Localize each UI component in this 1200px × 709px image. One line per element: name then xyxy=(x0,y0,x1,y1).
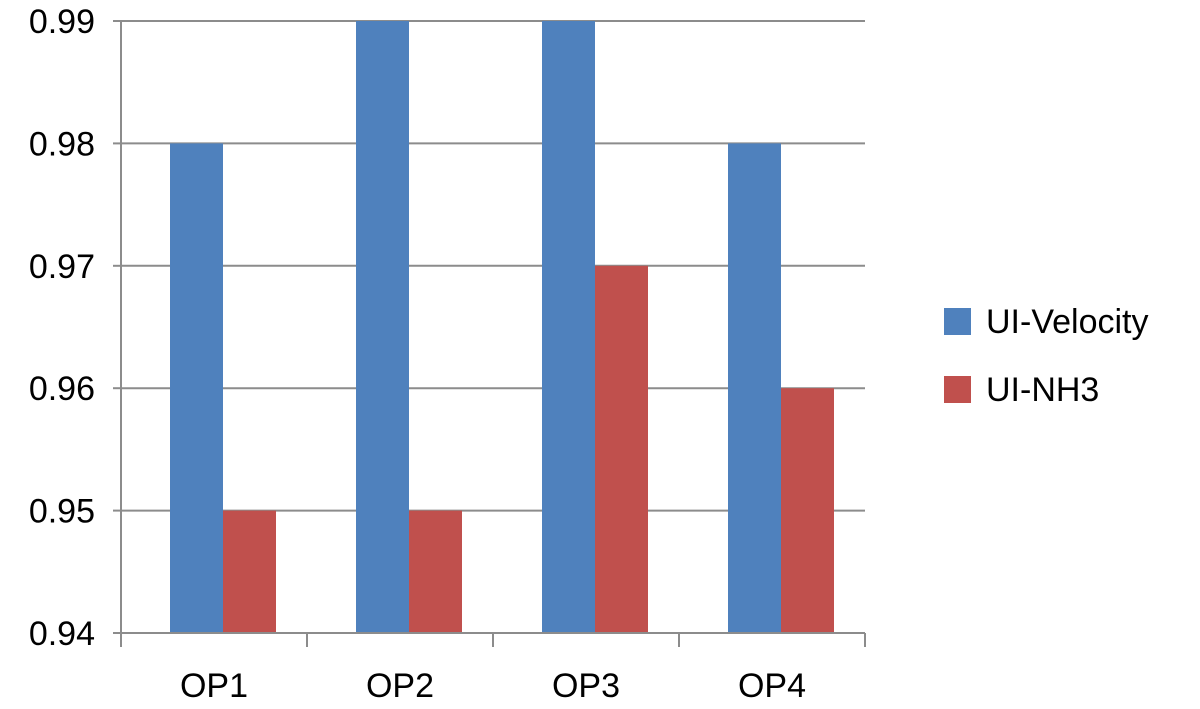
bar-ui-nh3-op2 xyxy=(409,510,462,633)
legend-label-ui-nh3: UI-NH3 xyxy=(986,371,1099,409)
axes xyxy=(113,20,866,647)
bar-ui-velocity-op2 xyxy=(356,21,409,633)
y-axis-tick-labels: 0.94 0.95 0.96 0.97 0.98 0.99 xyxy=(29,3,95,653)
bar-ui-nh3-op3 xyxy=(595,265,648,633)
x-tick-label: OP2 xyxy=(366,667,434,705)
x-tick-label: OP3 xyxy=(552,667,620,705)
bar-ui-velocity-op4 xyxy=(728,143,781,633)
y-tick-label: 0.97 xyxy=(29,248,95,286)
y-tick-label: 0.94 xyxy=(29,615,95,653)
x-tick-label: OP4 xyxy=(738,667,806,705)
y-tick-label: 0.98 xyxy=(29,125,95,163)
bar-ui-nh3-op4 xyxy=(781,388,834,633)
y-tick-label: 0.96 xyxy=(29,370,95,408)
y-tick-label: 0.99 xyxy=(29,3,95,41)
y-tick-label: 0.95 xyxy=(29,493,95,531)
x-tick-label: OP1 xyxy=(180,667,248,705)
legend-swatch-ui-velocity xyxy=(944,308,971,335)
bar-ui-velocity-op1 xyxy=(170,143,223,633)
bar-ui-nh3-op1 xyxy=(223,510,276,633)
legend-label-ui-velocity: UI-Velocity xyxy=(986,303,1149,341)
legend-swatch-ui-nh3 xyxy=(944,376,971,403)
bars xyxy=(170,21,834,633)
x-axis-tick-labels: OP1 OP2 OP3 OP4 xyxy=(180,667,806,705)
legend: UI-Velocity UI-NH3 xyxy=(944,303,1149,409)
bar-ui-velocity-op3 xyxy=(542,21,595,633)
